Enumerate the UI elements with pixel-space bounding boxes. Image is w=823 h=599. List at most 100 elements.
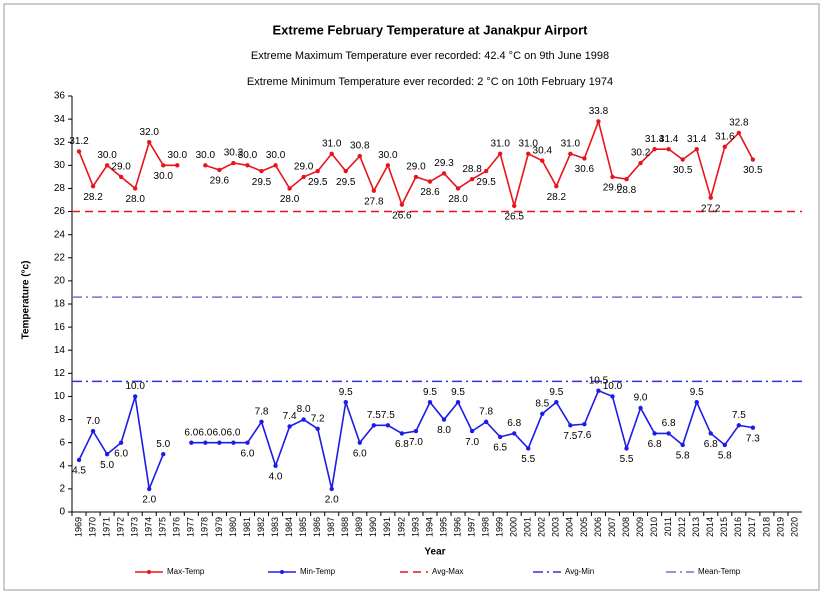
x-tick-label: 1978 [200,517,210,537]
x-tick-label: 1984 [284,517,294,537]
point [750,425,756,430]
point [666,146,671,152]
y-tick-label: 0 [59,507,65,518]
data-label: 6.8 [704,439,718,450]
data-label: 29.0 [406,162,426,173]
data-label: 26.5 [504,211,524,222]
data-label: 32.0 [139,127,159,138]
point [694,146,699,152]
x-tick-label: 2019 [775,517,785,537]
point [104,163,110,168]
y-tick-label: 14 [54,345,66,356]
legend-label: Avg-Min [565,567,594,576]
data-label: 10.0 [603,381,623,392]
y-tick-label: 18 [54,299,66,310]
data-label: 9.5 [690,387,704,398]
point [259,419,264,425]
point [526,446,531,451]
x-tick-label: 1986 [312,517,322,537]
point [708,195,713,200]
point [750,157,756,162]
data-label: 7.2 [311,413,325,424]
y-tick-label: 6 [59,437,65,448]
point [231,440,236,445]
data-label: 30.0 [238,150,258,161]
data-label: 29.0 [111,162,131,173]
data-label: 7.4 [283,411,297,422]
x-tick-label: 1991 [382,517,392,537]
legend-label: Mean-Temp [698,567,741,576]
data-label: 31.0 [561,138,581,149]
data-label: 31.0 [490,138,510,149]
point [147,140,152,145]
x-tick-label: 2017 [747,517,757,537]
x-tick-label: 2006 [593,517,603,537]
data-label: 31.4 [645,134,665,145]
data-label: 30.2 [631,148,651,159]
data-label: 6.0 [114,448,128,459]
x-tick-label: 1987 [326,517,336,537]
y-tick-label: 4 [59,460,65,471]
x-tick-label: 1990 [368,517,378,537]
point [399,202,405,207]
chart-title: Extreme February Temperature at Janakpur… [273,22,589,37]
x-tick-label: 1973 [130,517,140,537]
point [132,394,138,399]
x-tick-label: 2018 [761,517,771,537]
x-tick-label: 2003 [551,517,561,537]
x-tick-label: 2011 [663,517,673,536]
subtitle: Extreme Minimum Temperature ever recorde… [247,76,613,88]
series-line [78,118,754,209]
y-tick-label: 2 [59,484,65,495]
point [722,144,727,150]
y-tick-label: 8 [59,414,65,425]
data-label: 30.4 [533,145,553,156]
point [343,400,348,405]
y-tick-label: 28 [54,183,66,194]
x-tick-label: 1992 [396,517,406,537]
point [245,163,250,168]
data-label: 7.5 [563,431,577,442]
data-label: 6.0 [184,427,198,438]
data-label: 6.0 [353,448,367,459]
x-tick-label: 1970 [87,517,97,537]
data-label: 6.0 [226,427,240,438]
data-label: 30.8 [350,141,370,152]
data-label: 27.2 [701,203,721,214]
data-label: 7.5 [732,410,746,421]
point [217,167,222,173]
data-label: 7.5 [381,410,395,421]
point [483,419,489,425]
data-label: 29.0 [294,162,314,173]
point [680,157,685,162]
point [90,183,96,189]
data-label: 28.2 [83,192,103,203]
data-label: 4.5 [72,466,86,477]
point [90,428,96,434]
point [147,486,152,492]
data-label: 28.2 [547,192,567,203]
y-tick-label: 36 [54,91,66,102]
point [343,168,348,174]
point [104,452,110,457]
x-tick-label: 2007 [607,517,617,537]
data-label: 28.8 [462,164,482,175]
point [497,434,503,440]
legend-label: Min-Temp [300,567,336,576]
data-label: 31.4 [659,134,679,145]
point [554,400,559,405]
x-tick-label: 2012 [677,517,687,537]
data-label: 5.0 [100,460,114,471]
x-tick-label: 1997 [466,517,476,537]
point [371,188,377,193]
x-tick-label: 2013 [691,517,701,537]
x-tick-label: 1988 [340,517,350,537]
x-tick-label: 1981 [242,517,252,537]
data-label: 29.5 [252,177,272,188]
point [582,156,587,161]
y-tick-label: 10 [54,391,66,402]
point [76,149,82,154]
point [596,388,601,393]
point [427,179,433,184]
